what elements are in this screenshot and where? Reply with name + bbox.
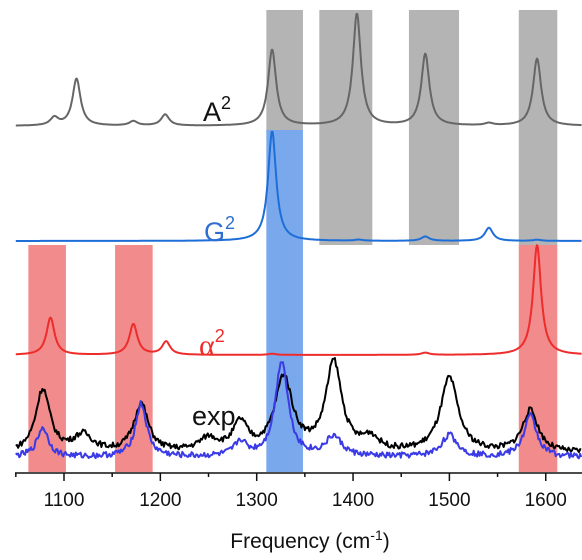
gray-band-2: [408, 10, 460, 132]
x-tick-label-1100: 1100: [44, 490, 85, 511]
x-axis-title: Frequency (cm-1): [230, 527, 390, 553]
x-tick-label-1200: 1200: [139, 490, 181, 511]
gray-band-lower-3: [518, 132, 558, 245]
series-line-4: [15, 361, 582, 460]
series-line-2: [15, 244, 582, 356]
spectra-lines: [15, 13, 582, 460]
gray-band-1: [319, 10, 373, 132]
series-line-1: [15, 130, 582, 242]
gray-band-lower-2: [408, 132, 460, 245]
x-axis-ticks: 1100 1200 1300 1400 1500 1600: [15, 473, 567, 511]
gray-band-lower-1: [319, 132, 373, 245]
series-line-3: [15, 357, 582, 454]
gray-band-3: [518, 10, 558, 132]
label-exp: exp: [192, 401, 236, 431]
x-tick-label-1300: 1300: [236, 490, 278, 511]
label-G2: G2: [204, 213, 235, 247]
label-alpha2: α2: [199, 326, 225, 362]
x-tick-label-1400: 1400: [332, 490, 374, 511]
label-A2: A2: [203, 93, 231, 127]
gray-band-0: [266, 10, 303, 132]
x-tick-label-1500: 1500: [428, 490, 470, 511]
series-line-0: [15, 13, 582, 127]
x-tick-label-1600: 1600: [525, 490, 567, 511]
